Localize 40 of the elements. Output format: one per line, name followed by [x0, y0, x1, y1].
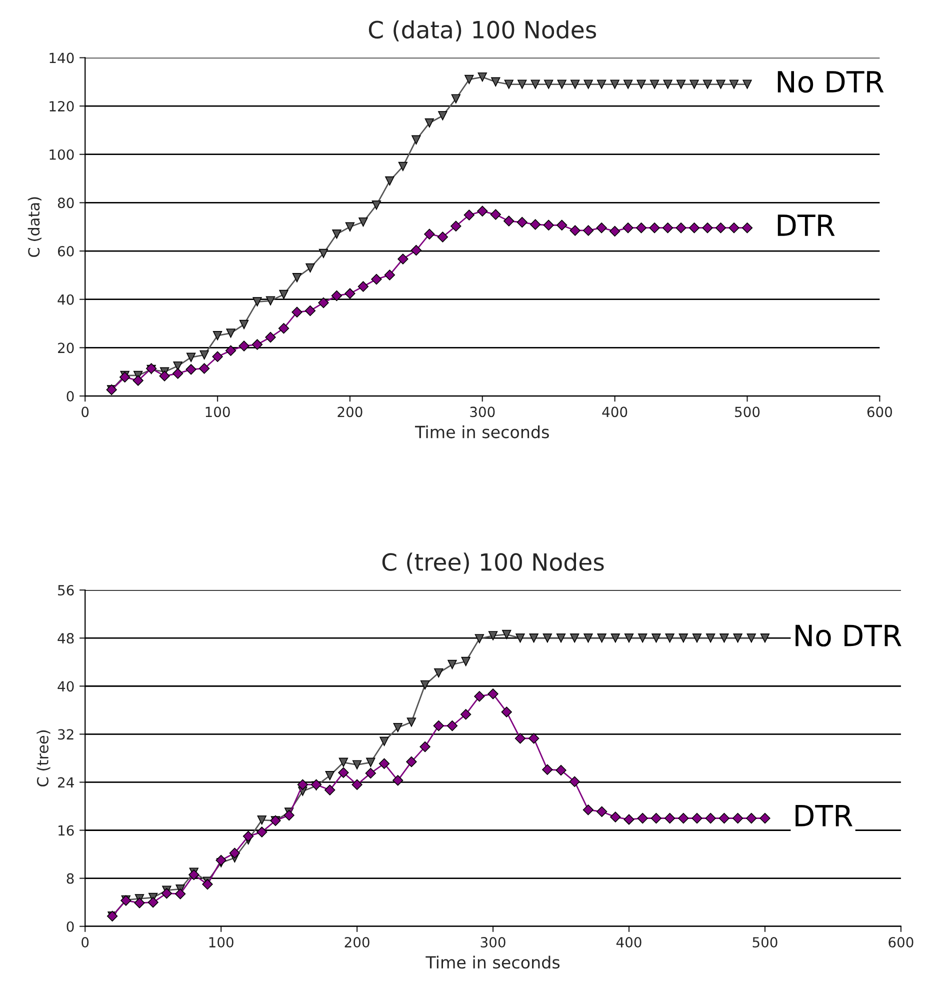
y-tick-label: 120: [50, 101, 74, 112]
x-tick-label: 400: [602, 406, 628, 418]
x-axis-title: Time in seconds: [426, 956, 560, 969]
y-tick-label: 0: [66, 921, 74, 932]
x-tick-label: 100: [209, 937, 234, 948]
y-tick-label: 0: [66, 390, 74, 402]
y-tick-label: 8: [66, 873, 74, 884]
x-tick-label: 100: [206, 406, 230, 418]
y-tick-label: 80: [58, 198, 74, 208]
y-tick-label: 32: [58, 729, 74, 740]
y-tick-label: 40: [58, 294, 74, 305]
y-tick-label: 100: [50, 149, 74, 160]
series-label: No DTR: [778, 71, 884, 93]
y-tick-label: 60: [58, 246, 74, 256]
x-tick-label: 400: [616, 937, 642, 948]
x-tick-label: 300: [470, 406, 495, 418]
y-axis-title: C (tree): [36, 730, 50, 786]
x-tick-label: 200: [344, 937, 370, 948]
y-tick-label: 20: [58, 342, 74, 354]
y-tick-label: 48: [58, 633, 74, 644]
x-tick-label: 0: [82, 937, 89, 948]
y-tick-label: 24: [58, 777, 74, 788]
x-tick-label: 600: [867, 406, 892, 418]
x-axis-title: Time in seconds: [414, 425, 549, 438]
chart-title: C (data) 100 Nodes: [368, 20, 596, 42]
x-tick-label: 500: [752, 937, 778, 948]
series-label: DTR: [778, 214, 835, 236]
chart-title: C (tree) 100 Nodes: [382, 552, 604, 574]
x-tick-label: 200: [338, 406, 362, 418]
y-tick-label: 40: [58, 681, 74, 692]
y-axis-title: C (data): [28, 197, 42, 257]
series-label: No DTR: [796, 624, 902, 647]
x-tick-label: 300: [480, 937, 506, 948]
y-tick-label: 16: [58, 825, 74, 836]
x-tick-label: 0: [82, 406, 89, 418]
x-tick-label: 600: [888, 937, 914, 948]
series-label: DTR: [796, 805, 852, 826]
x-tick-label: 500: [735, 406, 760, 418]
y-tick-label: 140: [50, 52, 74, 64]
y-tick-label: 56: [58, 585, 74, 596]
